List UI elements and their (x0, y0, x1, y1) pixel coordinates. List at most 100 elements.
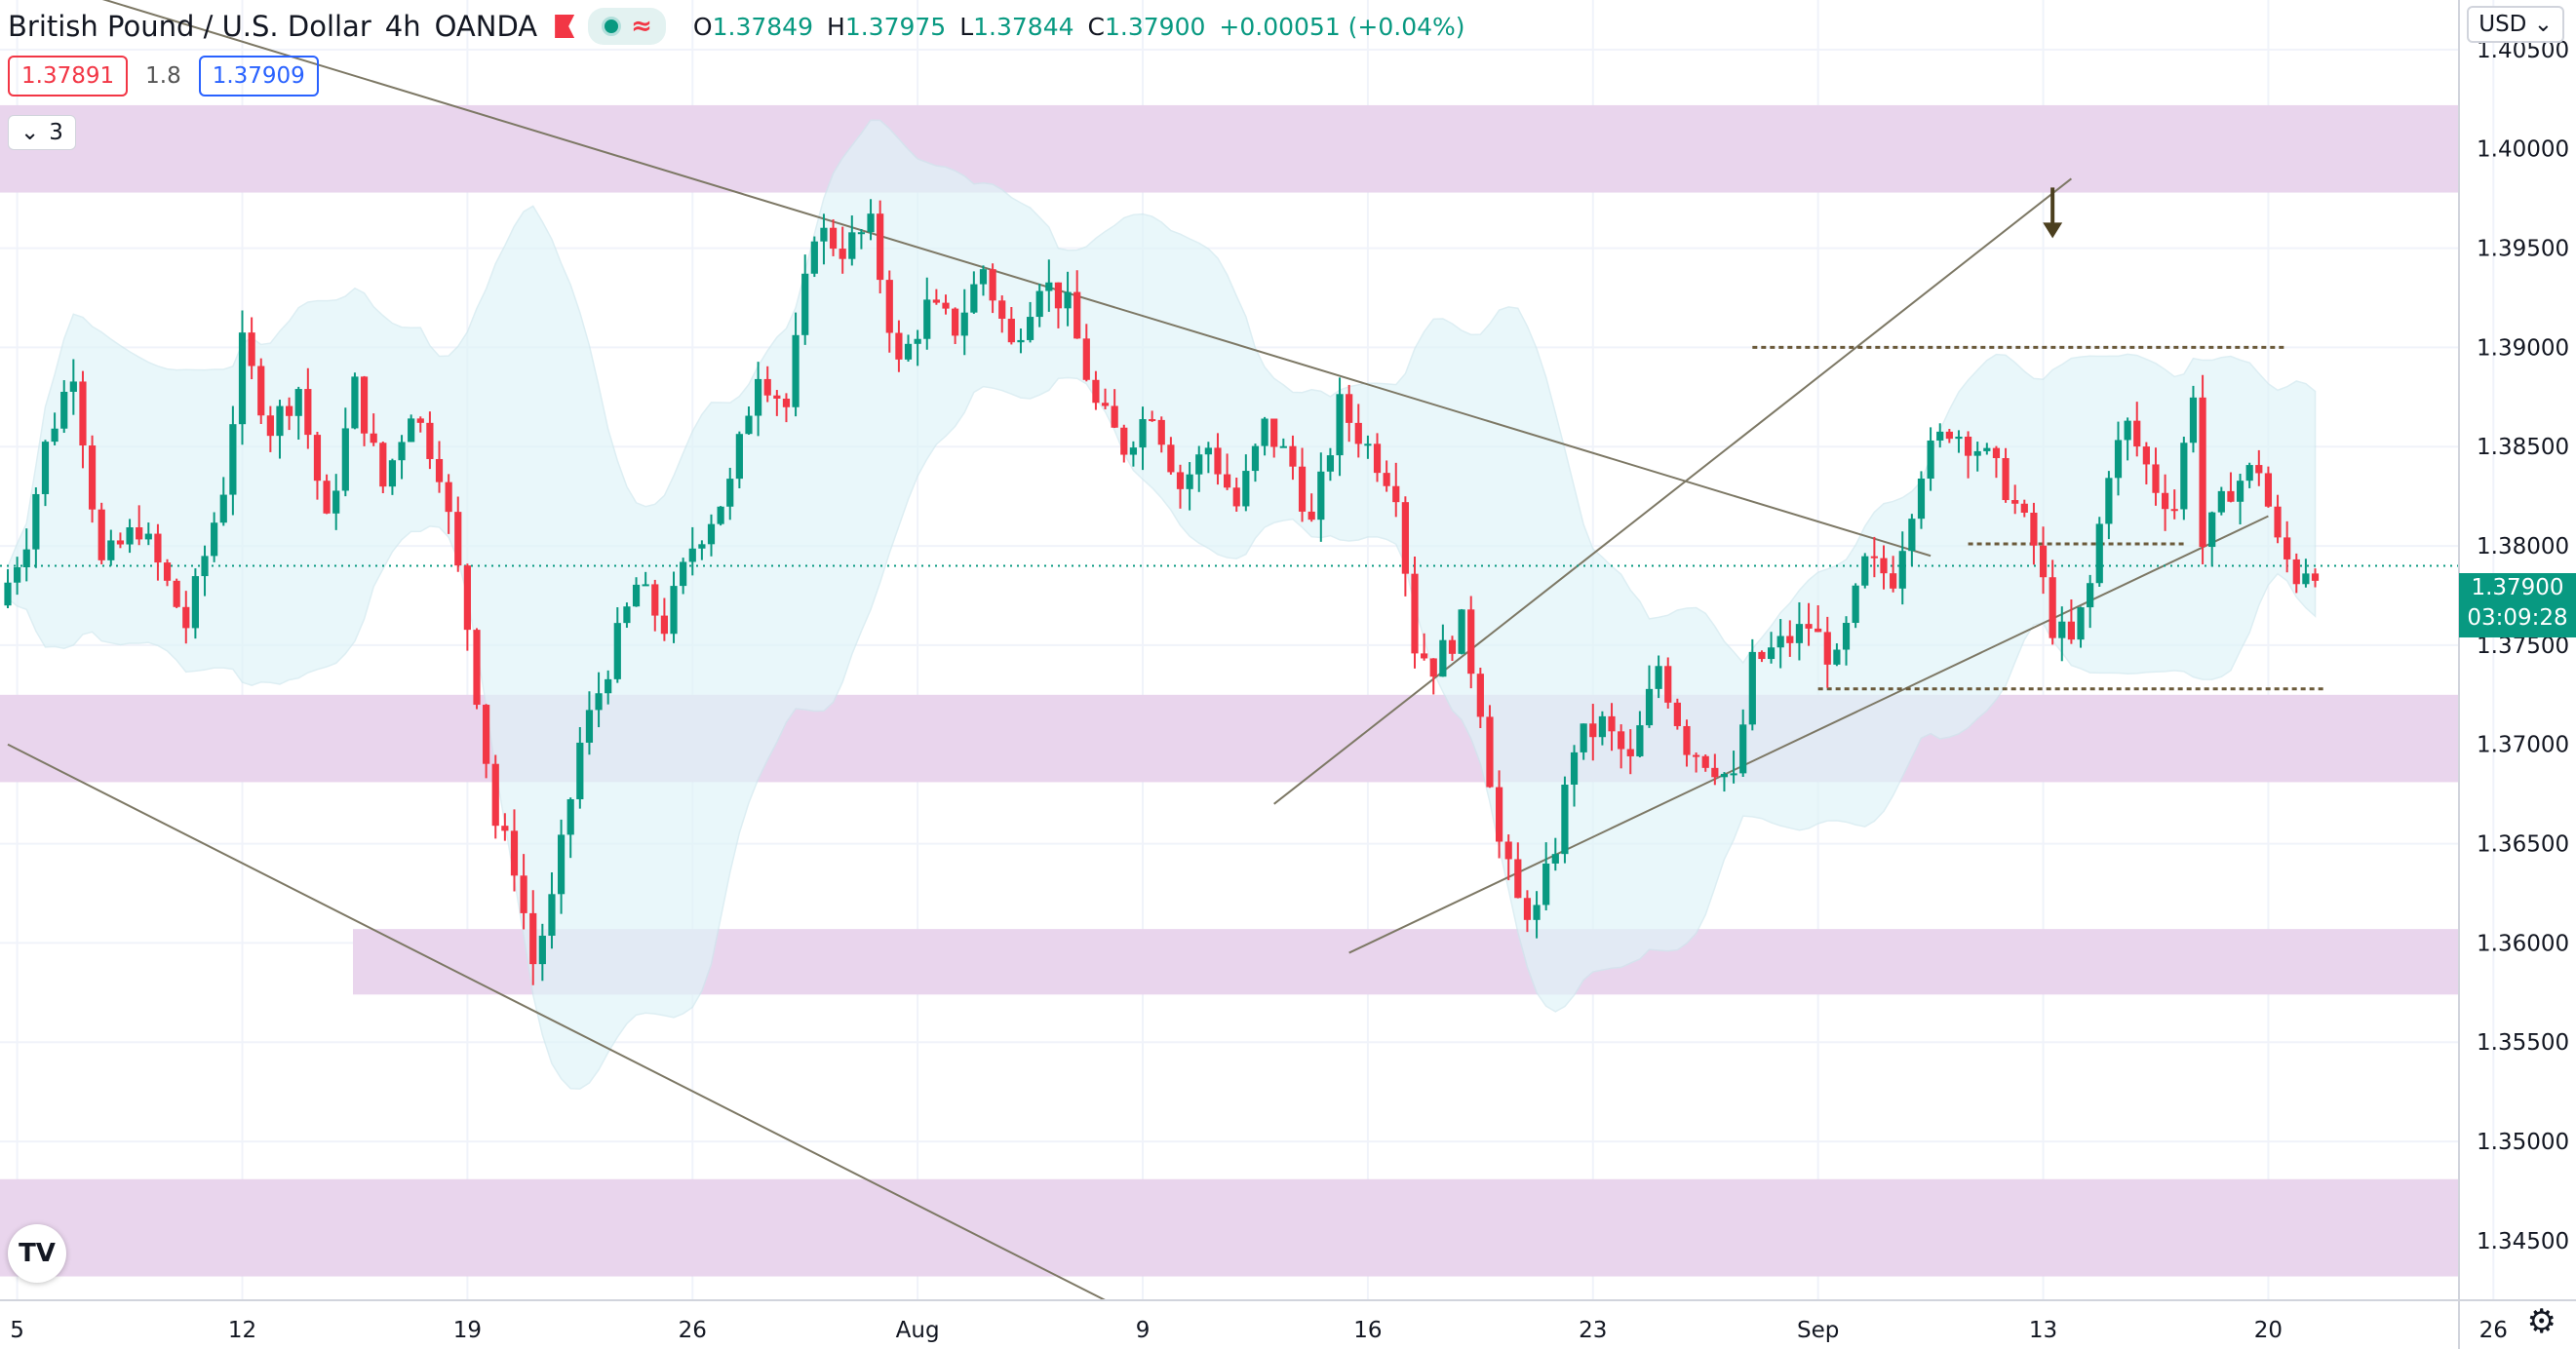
candle-body (1504, 841, 1512, 860)
candle-body (2180, 443, 2188, 510)
candle-body (1149, 419, 1156, 422)
ohlc-values: O1.37849 H1.37975 L1.37844 C1.37900 +0.0… (692, 12, 1465, 41)
candle-body (1421, 653, 1428, 659)
candle-body (173, 580, 180, 607)
symbol-header[interactable]: British Pound / U.S. Dollar 4h OANDA ≈ O… (8, 8, 1465, 45)
trendline (1348, 515, 2269, 954)
candle-body (2133, 420, 2141, 447)
tradingview-logo-icon[interactable]: TV (8, 1224, 66, 1283)
candle-body (839, 249, 846, 259)
currency-select[interactable]: USD ⌄ (2467, 6, 2564, 43)
candle-body (1429, 658, 1437, 677)
candle-body (576, 742, 584, 799)
candle-body (1007, 318, 1015, 343)
candle-body (445, 482, 452, 513)
candle-body (2199, 397, 2206, 548)
candle-body (904, 343, 913, 360)
candle-body (2058, 621, 2066, 638)
candle-body (2049, 577, 2056, 638)
y-tick-label: 1.34500 (2477, 1229, 2569, 1254)
gear-icon[interactable]: ⚙ (2526, 1302, 2556, 1341)
candle-body (2077, 607, 2085, 640)
candle-body (857, 232, 866, 235)
candle-body (1035, 290, 1043, 318)
support-resistance-zones (0, 104, 2459, 1277)
chevron-down-icon: ⌄ (2533, 12, 2553, 37)
candle-body (1167, 444, 1175, 473)
candle-body (1448, 639, 1457, 654)
candle-body (32, 493, 40, 550)
candle-body (1852, 585, 1859, 624)
candle-body (2302, 573, 2310, 585)
candle-body (642, 584, 649, 587)
candle-body (22, 549, 30, 567)
y-tick-label: 1.36500 (2477, 832, 2569, 858)
candle-body (88, 445, 97, 510)
candle-body (2208, 512, 2216, 548)
candle-body (1523, 898, 1532, 920)
candle-body (2020, 503, 2028, 514)
candle-body (2189, 397, 2198, 443)
candle-body (2311, 573, 2320, 581)
candle-body (163, 562, 172, 581)
candle-body (1129, 447, 1137, 455)
candle-body (1842, 623, 1851, 650)
candle-body (501, 826, 509, 831)
candle-body (1045, 282, 1053, 291)
candle-body (595, 693, 603, 711)
candle-body (923, 299, 931, 339)
flag-icon[interactable] (555, 15, 575, 38)
candle-body (2162, 492, 2169, 510)
candle-body (2011, 500, 2019, 504)
candle-body (1279, 445, 1287, 448)
candle-body (1693, 754, 1700, 757)
candle-body (970, 284, 978, 313)
x-tick-label: 26 (2479, 1318, 2508, 1343)
candle-body (79, 381, 87, 446)
candle-body (1336, 394, 1344, 456)
candle-body (1767, 647, 1776, 660)
market-status[interactable]: ≈ (588, 8, 666, 45)
x-tick-label: 12 (228, 1318, 256, 1343)
price-zone (0, 104, 2459, 193)
change-value: +0.00051 (+0.04%) (1219, 12, 1465, 41)
candle-body (248, 332, 255, 366)
interval-label[interactable]: 4h (384, 10, 421, 43)
candle-body (1317, 471, 1325, 520)
x-tick-label: Aug (896, 1318, 940, 1343)
candle-body (2283, 537, 2291, 559)
candle-body (408, 418, 415, 443)
indicators-toggle[interactable]: ⌄ 3 (8, 115, 76, 150)
candle-body (688, 548, 696, 562)
candle-body (1898, 551, 1906, 589)
x-tick-label: 5 (10, 1318, 24, 1343)
candle-body (454, 512, 462, 566)
candle-body (520, 875, 527, 913)
candle-body (801, 273, 809, 335)
candle-body (755, 378, 762, 416)
candle-body (1495, 787, 1503, 842)
buy-button[interactable]: 1.37909 (198, 56, 319, 96)
candle-body (182, 606, 190, 629)
symbol-name[interactable]: British Pound / U.S. Dollar (8, 10, 371, 43)
candle-body (1139, 419, 1147, 448)
low-value: 1.37844 (973, 12, 1074, 41)
candle-body (1232, 487, 1240, 507)
candle-body (2105, 478, 2113, 524)
candle-body (416, 418, 424, 423)
candle-body (2067, 621, 2075, 640)
sell-button[interactable]: 1.37891 (8, 56, 129, 96)
candle-body (266, 415, 274, 437)
candle-body (341, 428, 349, 491)
candle-body (463, 565, 471, 631)
candle-body (1533, 905, 1541, 920)
candle-body (1739, 724, 1747, 774)
candle-body (60, 391, 68, 429)
y-tick-label: 1.38000 (2477, 534, 2569, 559)
candle-body (1955, 436, 1963, 440)
candle-body (632, 584, 641, 607)
candle-body (483, 705, 490, 764)
candle-body (426, 422, 434, 459)
candle-body (763, 378, 771, 396)
